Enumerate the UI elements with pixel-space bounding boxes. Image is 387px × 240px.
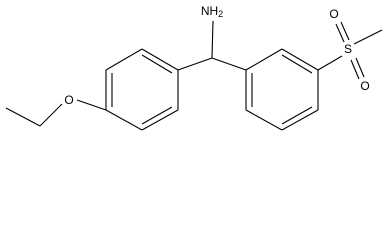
bond [105,109,143,131]
bond [245,109,283,131]
bond [211,20,214,59]
bond [281,48,319,71]
bonds [5,20,383,131]
bond [141,48,179,71]
atom-label: O [329,7,338,21]
bond [340,21,350,41]
page: {"nodes": [ {"label": "NH", "subscript":… [5,4,383,131]
atom-labels: NH2 O S O O [64,4,369,107]
bond [350,59,360,80]
structure-diagram: NH2 O S O O [5,4,383,131]
bond [281,109,319,131]
bond [39,103,63,127]
atom-label: O [360,79,369,93]
bond [317,55,343,71]
bond [245,48,283,71]
double-bond [281,54,313,74]
bond [177,57,213,71]
atom-label: S [344,42,352,56]
atom-label-subscript: 2 [218,9,223,19]
bond [141,109,179,131]
atom-label-text: NH [201,4,218,18]
bond [211,57,247,71]
double-bond [141,106,173,125]
double-bond [281,106,313,125]
bond [5,107,41,127]
bond [335,23,345,43]
atom-label: O [64,93,73,107]
atom-label: NH2 [201,4,223,19]
bond [353,29,383,45]
bond [76,99,107,111]
double-bond [141,54,173,74]
bond [355,57,365,78]
bond [105,48,143,71]
